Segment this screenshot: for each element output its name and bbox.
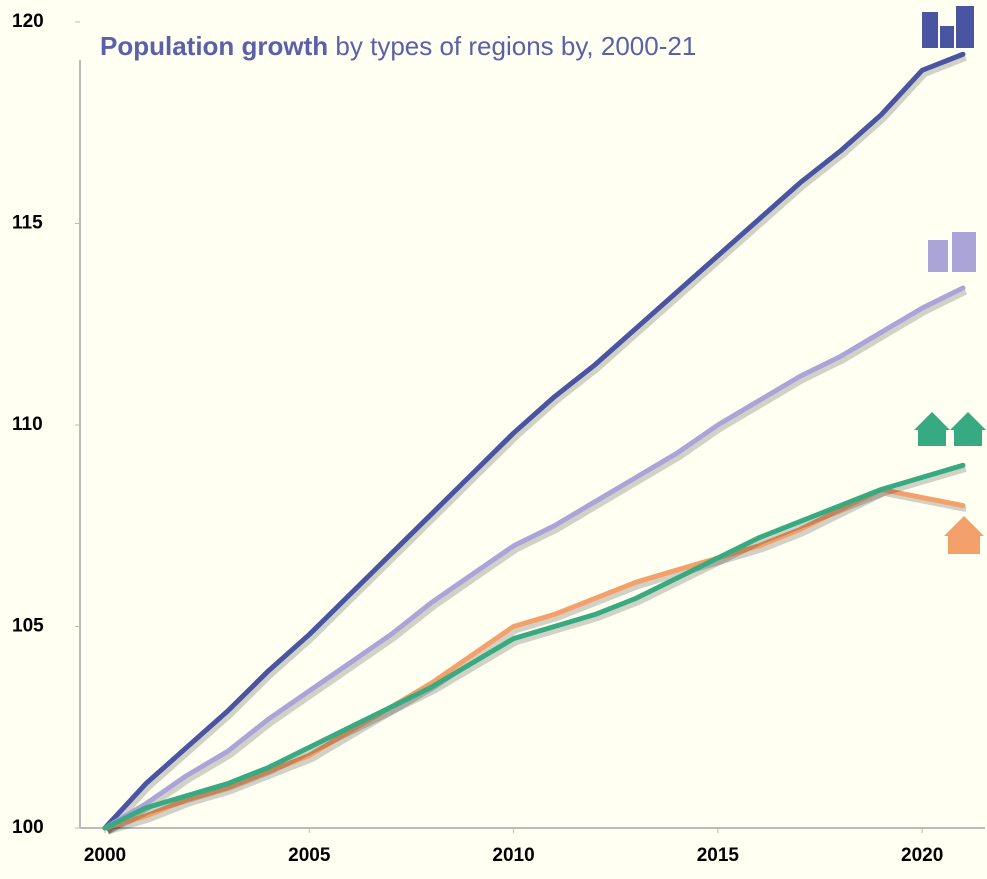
y-tick-label: 115 [12, 213, 43, 234]
series-line [102, 51, 966, 831]
icon-rural-remote [944, 516, 984, 554]
icon-towns [928, 232, 976, 272]
icon-cities [922, 6, 974, 48]
y-tick-label: 100 [12, 817, 44, 838]
x-tick-label: 2010 [492, 845, 534, 866]
line-shadow [106, 289, 968, 835]
y-tick-label: 105 [12, 616, 44, 637]
line-shadow [106, 466, 967, 835]
icon-rural-near [914, 412, 986, 446]
series-line [102, 462, 966, 831]
line-shadow [107, 490, 967, 835]
x-tick-label: 2000 [84, 845, 126, 866]
x-tick-label: 2015 [697, 845, 740, 866]
y-tick-label: 120 [12, 11, 44, 32]
series-line [102, 285, 966, 831]
x-tick-label: 2005 [288, 845, 331, 866]
x-tick-label: 2020 [901, 845, 943, 866]
line-shadow [106, 55, 967, 834]
title-rest: by types of regions by, 2000-21 [335, 31, 696, 61]
title-bold: Population growth [100, 31, 328, 61]
series-line [102, 486, 966, 831]
chart-title: Population growth by types of regions by… [100, 31, 696, 61]
y-tick-label: 110 [12, 414, 43, 435]
